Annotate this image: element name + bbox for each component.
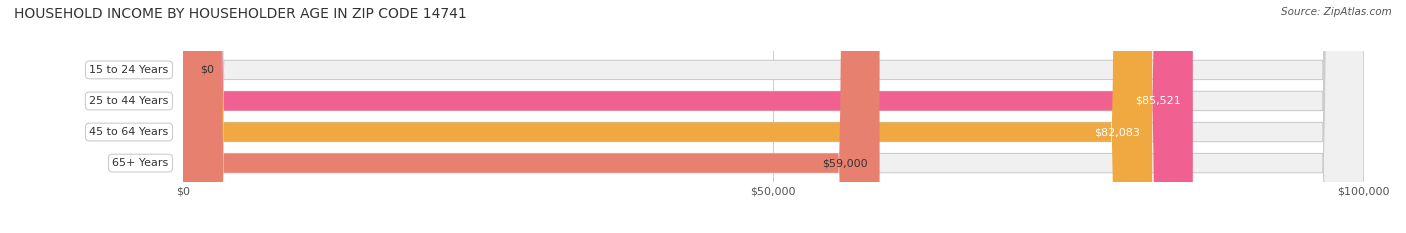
Text: $82,083: $82,083	[1094, 127, 1140, 137]
Text: Source: ZipAtlas.com: Source: ZipAtlas.com	[1281, 7, 1392, 17]
FancyBboxPatch shape	[183, 0, 1364, 233]
FancyBboxPatch shape	[183, 0, 1364, 233]
Text: $85,521: $85,521	[1135, 96, 1181, 106]
Text: HOUSEHOLD INCOME BY HOUSEHOLDER AGE IN ZIP CODE 14741: HOUSEHOLD INCOME BY HOUSEHOLDER AGE IN Z…	[14, 7, 467, 21]
FancyBboxPatch shape	[183, 0, 1192, 233]
Text: 25 to 44 Years: 25 to 44 Years	[89, 96, 169, 106]
Text: 65+ Years: 65+ Years	[112, 158, 169, 168]
FancyBboxPatch shape	[183, 0, 1152, 233]
FancyBboxPatch shape	[183, 0, 880, 233]
Text: $59,000: $59,000	[823, 158, 868, 168]
FancyBboxPatch shape	[183, 0, 1364, 233]
FancyBboxPatch shape	[183, 0, 1364, 233]
Text: 15 to 24 Years: 15 to 24 Years	[90, 65, 169, 75]
Text: 45 to 64 Years: 45 to 64 Years	[90, 127, 169, 137]
Text: $0: $0	[201, 65, 215, 75]
